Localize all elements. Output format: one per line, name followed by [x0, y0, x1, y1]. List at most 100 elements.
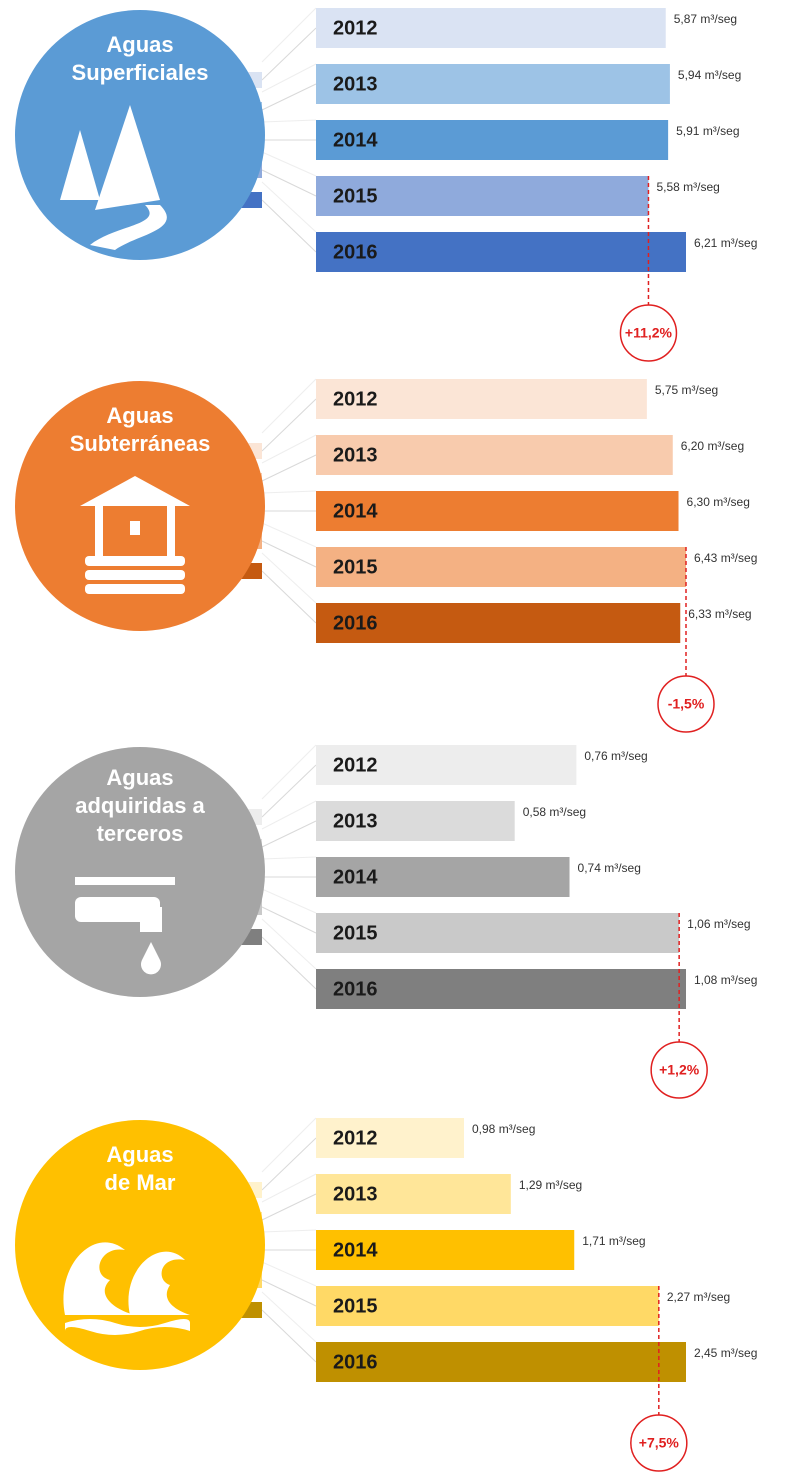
icon [63, 1242, 135, 1315]
bar [316, 857, 570, 897]
value-label: 6,43 m³/seg [694, 551, 757, 565]
category-title: Aguas [106, 32, 173, 57]
value-label: 1,08 m³/seg [694, 973, 757, 987]
year-label: 2016 [333, 241, 378, 263]
value-label: 0,58 m³/seg [523, 805, 586, 819]
year-label: 2016 [333, 1351, 378, 1373]
icon [167, 506, 175, 556]
connector [261, 199, 317, 253]
bar [316, 603, 681, 643]
value-label: 5,87 m³/seg [674, 12, 737, 26]
bar [316, 232, 686, 272]
chart: Aguas adquiridas a terceros 2012 0,76 m³/seg… [15, 744, 757, 1099]
change-circle [657, 675, 715, 733]
connector [261, 918, 317, 970]
category-title: adquiridas a [75, 793, 205, 818]
bar [316, 1118, 464, 1158]
category-title: Aguas [106, 403, 173, 428]
year-label: 2015 [333, 185, 378, 207]
connector [261, 454, 317, 482]
category-title: Subterráneas [70, 431, 211, 456]
connector [261, 820, 317, 848]
year-label: 2013 [333, 444, 378, 466]
icon [65, 1319, 190, 1335]
connector [261, 1173, 317, 1203]
chart: Aguas Subterráneas 2012 5,75 m³/seg 2013 6,20… [15, 378, 757, 733]
bar [316, 547, 686, 587]
connector [261, 1291, 317, 1343]
connector [261, 181, 317, 233]
year-label: 2015 [333, 1295, 378, 1317]
category-title: de Mar [105, 1170, 176, 1195]
value-label: 6,33 m³/seg [688, 607, 751, 621]
bar [316, 379, 647, 419]
value-label: 5,91 m³/seg [676, 124, 739, 138]
year-label: 2014 [333, 129, 378, 151]
value-label: 1,71 m³/seg [582, 1234, 645, 1248]
icon [128, 1251, 190, 1315]
connector [261, 378, 317, 434]
connector [261, 570, 317, 624]
year-label: 2016 [333, 978, 378, 1000]
change-circle [619, 304, 678, 362]
bar [316, 913, 680, 953]
value-label: 6,21 m³/seg [694, 236, 757, 250]
value-label: 1,06 m³/seg [687, 917, 750, 931]
change-label: +11,2% [625, 325, 673, 341]
icon [80, 476, 190, 506]
connector [261, 1279, 317, 1307]
connector [261, 1309, 317, 1363]
icon [75, 877, 175, 885]
icon [140, 907, 162, 932]
year-label: 2015 [333, 556, 378, 578]
change-label: -1,5% [668, 696, 705, 712]
connector [261, 398, 317, 452]
connector [261, 522, 317, 548]
bar [316, 435, 673, 475]
chart: Aguas Superficiales 2012 5,87 m³/seg 2013 5,9… [15, 7, 757, 362]
year-label: 2016 [333, 612, 378, 634]
connector [261, 1229, 317, 1233]
change-circle [650, 1041, 708, 1099]
icon [141, 942, 162, 975]
connector [261, 1137, 317, 1191]
year-label: 2012 [333, 17, 378, 39]
year-label: 2014 [333, 500, 378, 522]
value-label: 5,75 m³/seg [655, 383, 718, 397]
value-label: 2,45 m³/seg [694, 1346, 757, 1360]
connector [261, 1261, 317, 1287]
connector [261, 63, 317, 93]
bar [316, 176, 649, 216]
bar [316, 1286, 659, 1326]
connector [261, 151, 317, 177]
connector [261, 1193, 317, 1221]
change-circle [630, 1414, 688, 1472]
value-label: 6,30 m³/seg [687, 495, 750, 509]
connector [261, 744, 317, 800]
connector [261, 434, 317, 464]
connector [261, 552, 317, 604]
year-label: 2012 [333, 388, 378, 410]
value-label: 0,76 m³/seg [584, 749, 647, 763]
connector [261, 764, 317, 818]
category-title: terceros [97, 821, 184, 846]
connector [261, 888, 317, 914]
connector [261, 1117, 317, 1173]
year-label: 2012 [333, 1127, 378, 1149]
year-label: 2013 [333, 1183, 378, 1205]
icon [95, 506, 103, 556]
value-label: 2,27 m³/seg [667, 1290, 730, 1304]
category-title: Aguas [106, 765, 173, 790]
icon [85, 570, 185, 580]
bar [316, 1342, 686, 1382]
value-label: 5,58 m³/seg [656, 180, 719, 194]
chart: Aguas de Mar 2012 0,98 m³/seg 2013 1,29 m³/se… [15, 1117, 757, 1472]
value-label: 1,29 m³/seg [519, 1178, 582, 1192]
bar [316, 969, 686, 1009]
bar [316, 1230, 575, 1270]
year-label: 2013 [333, 810, 378, 832]
change-label: +1,2% [659, 1062, 700, 1078]
connector [261, 7, 317, 63]
icon [60, 130, 100, 200]
